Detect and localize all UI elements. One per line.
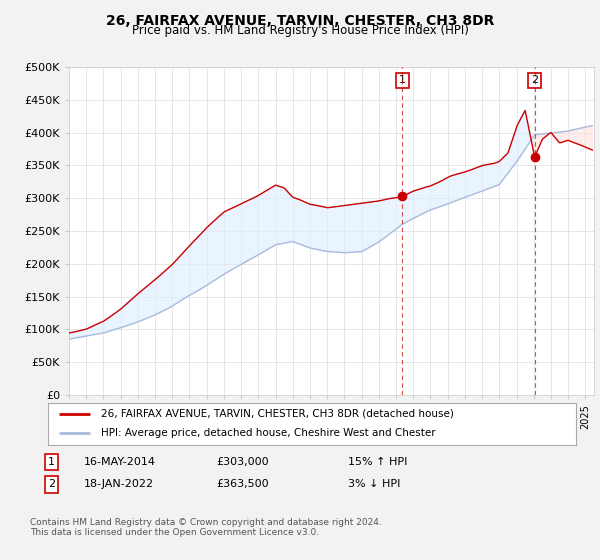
Text: 1: 1 (48, 457, 55, 467)
Text: £303,000: £303,000 (216, 457, 269, 467)
Text: 15% ↑ HPI: 15% ↑ HPI (348, 457, 407, 467)
Text: 1: 1 (399, 75, 406, 85)
Text: Price paid vs. HM Land Registry's House Price Index (HPI): Price paid vs. HM Land Registry's House … (131, 24, 469, 37)
Text: HPI: Average price, detached house, Cheshire West and Chester: HPI: Average price, detached house, Ches… (101, 428, 436, 438)
Text: £363,500: £363,500 (216, 479, 269, 489)
Text: 18-JAN-2022: 18-JAN-2022 (84, 479, 154, 489)
Text: Contains HM Land Registry data © Crown copyright and database right 2024.
This d: Contains HM Land Registry data © Crown c… (30, 518, 382, 538)
Text: 2: 2 (531, 75, 538, 85)
Text: 26, FAIRFAX AVENUE, TARVIN, CHESTER, CH3 8DR: 26, FAIRFAX AVENUE, TARVIN, CHESTER, CH3… (106, 14, 494, 28)
Text: 2: 2 (48, 479, 55, 489)
Text: 3% ↓ HPI: 3% ↓ HPI (348, 479, 400, 489)
Text: 26, FAIRFAX AVENUE, TARVIN, CHESTER, CH3 8DR (detached house): 26, FAIRFAX AVENUE, TARVIN, CHESTER, CH3… (101, 409, 454, 419)
Text: 16-MAY-2014: 16-MAY-2014 (84, 457, 156, 467)
